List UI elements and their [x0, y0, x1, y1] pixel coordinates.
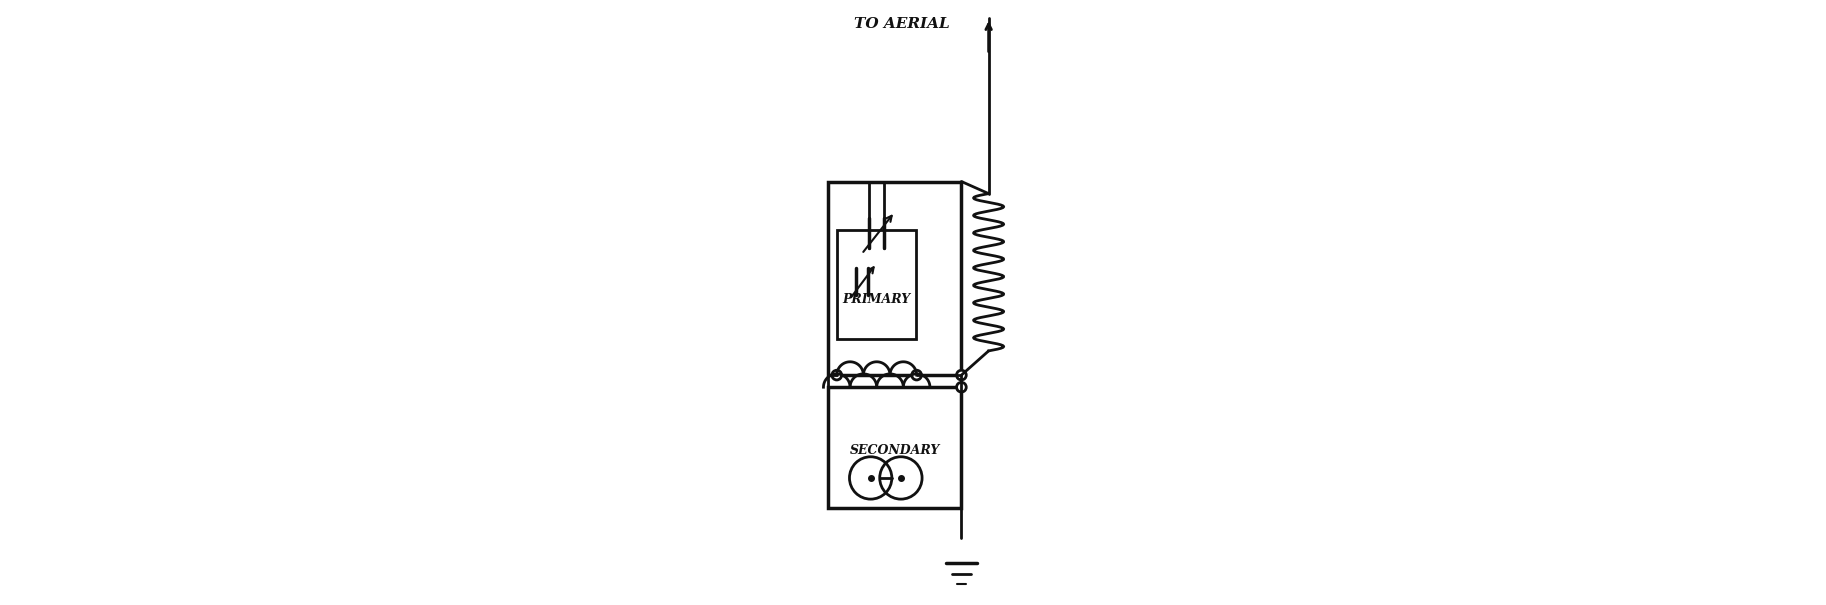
- Text: SECONDARY: SECONDARY: [849, 444, 940, 457]
- Bar: [829, 387, 962, 508]
- Circle shape: [911, 370, 922, 380]
- Bar: [829, 182, 962, 375]
- Text: TO AERIAL: TO AERIAL: [853, 17, 950, 31]
- Bar: [838, 230, 917, 339]
- Circle shape: [833, 370, 842, 380]
- Circle shape: [957, 382, 966, 392]
- Text: PRIMARY: PRIMARY: [842, 293, 911, 306]
- Circle shape: [957, 370, 966, 380]
